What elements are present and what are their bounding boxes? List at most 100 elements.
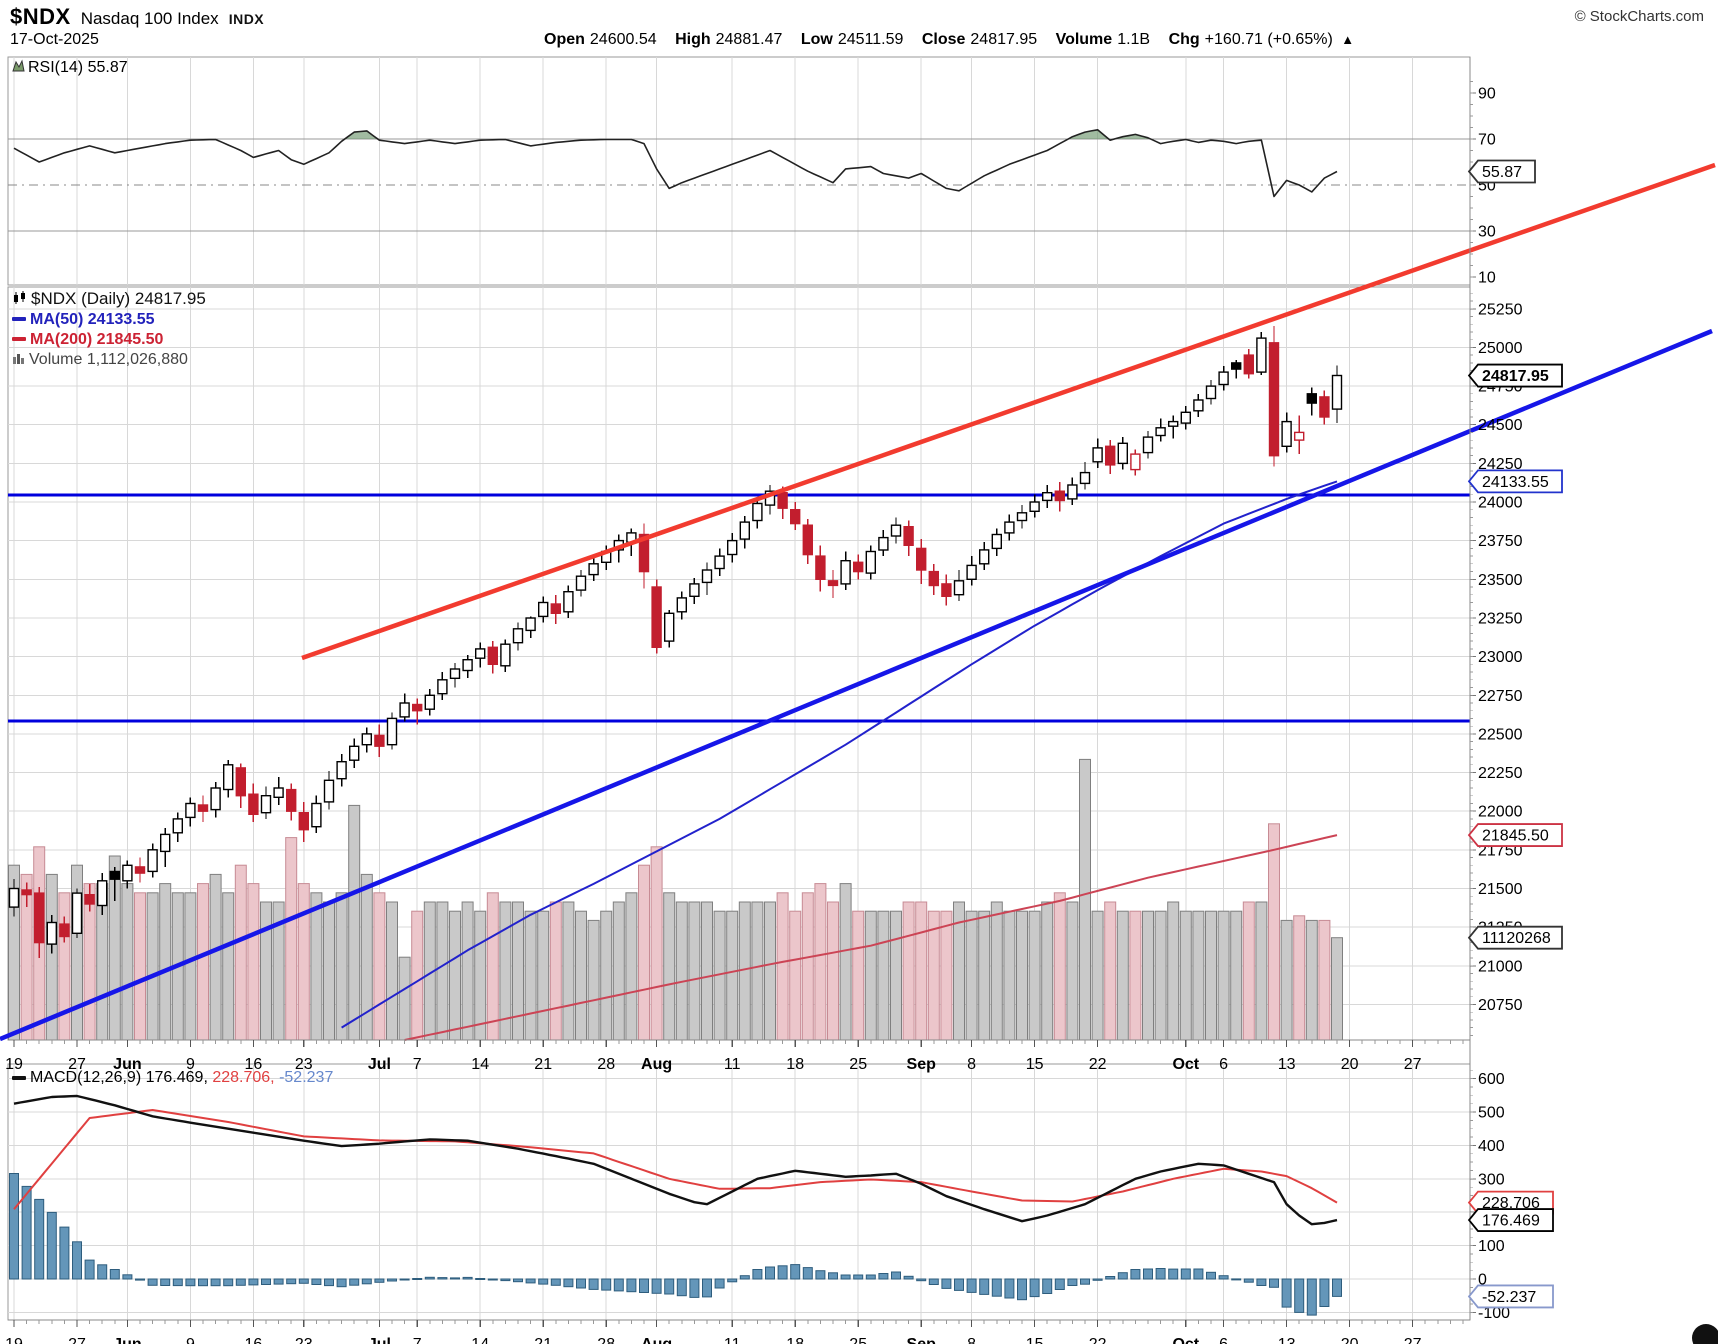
svg-text:21000: 21000 — [1478, 958, 1523, 975]
exchange-label: INDX — [228, 11, 265, 27]
macd-signal-line — [13, 1109, 1338, 1210]
close-value: 24817.95 — [970, 31, 1038, 48]
up-arrow-icon: ▲ — [1341, 32, 1355, 47]
svg-text:Jul: Jul — [368, 1336, 391, 1344]
stockcharts-credit: © StockCharts.com — [1574, 8, 1704, 25]
price-legend-title-row: $NDX (Daily) 24817.95 — [12, 289, 206, 310]
svg-text:Oct: Oct — [1172, 1056, 1199, 1073]
svg-text:24817.95: 24817.95 — [1482, 368, 1549, 385]
svg-text:19: 19 — [5, 1056, 23, 1073]
svg-text:100: 100 — [1478, 1238, 1505, 1255]
svg-text:-52.237: -52.237 — [1482, 1289, 1536, 1306]
low-label: Low — [800, 31, 833, 48]
svg-text:Jun: Jun — [113, 1056, 141, 1073]
chart-date: 17-Oct-2025 — [10, 31, 99, 48]
svg-text:21500: 21500 — [1478, 881, 1523, 898]
svg-text:15: 15 — [1026, 1336, 1044, 1344]
svg-text:25: 25 — [849, 1056, 867, 1073]
svg-text:300: 300 — [1478, 1171, 1505, 1188]
low-value: 24511.59 — [837, 31, 904, 48]
index-name: Nasdaq 100 Index — [80, 9, 219, 28]
chg-value: +160.71 (+0.65%) — [1204, 31, 1333, 48]
ma200-legend-label: MA(200) 21845.50 — [30, 330, 164, 348]
ma50-legend-row: MA(50) 24133.55 — [12, 310, 206, 330]
close-label: Close — [921, 31, 966, 48]
macd-legend: MACD(12,26,9) 176.469, 228.706, -52.237 — [12, 1068, 333, 1088]
chart-header: $NDX Nasdaq 100 Index INDX — [10, 4, 264, 30]
svg-text:16: 16 — [245, 1336, 263, 1344]
grid-layer — [7, 56, 1471, 1321]
svg-text:23: 23 — [295, 1056, 313, 1073]
rsi-area-icon — [12, 58, 25, 78]
svg-text:14: 14 — [471, 1056, 489, 1073]
price-legend-title: $NDX (Daily) 24817.95 — [31, 289, 206, 308]
svg-text:16: 16 — [245, 1056, 263, 1073]
svg-text:23750: 23750 — [1478, 533, 1523, 550]
ma200-line-icon — [12, 337, 26, 342]
svg-text:25: 25 — [849, 1336, 867, 1344]
svg-text:15: 15 — [1026, 1056, 1044, 1073]
svg-text:24133.55: 24133.55 — [1482, 474, 1549, 491]
svg-text:24500: 24500 — [1478, 417, 1523, 434]
svg-text:-100: -100 — [1478, 1305, 1510, 1322]
open-value: 24600.54 — [589, 31, 657, 48]
chg-label: Chg — [1168, 31, 1200, 48]
ma50-line — [341, 480, 1338, 1029]
svg-text:18: 18 — [786, 1056, 804, 1073]
ma50-legend-label: MA(50) 24133.55 — [30, 310, 155, 328]
svg-text:8: 8 — [967, 1056, 976, 1073]
svg-text:6: 6 — [1219, 1336, 1228, 1344]
macd-value: 176.469, — [145, 1069, 208, 1086]
horizontal-annotation-lines — [8, 493, 1470, 723]
macd-signal-value: 228.706, — [212, 1069, 275, 1086]
candlestick-icon — [12, 290, 28, 310]
svg-text:18: 18 — [786, 1336, 804, 1344]
svg-text:Sep: Sep — [907, 1056, 937, 1073]
trendline-annotations — [0, 162, 1716, 1042]
svg-text:21845.50: 21845.50 — [1482, 828, 1549, 845]
svg-text:Aug: Aug — [641, 1056, 672, 1073]
svg-text:13: 13 — [1278, 1336, 1296, 1344]
high-value: 24881.47 — [715, 31, 783, 48]
svg-text:30: 30 — [1478, 224, 1496, 241]
svg-text:176.469: 176.469 — [1482, 1213, 1540, 1230]
svg-text:8: 8 — [967, 1336, 976, 1344]
svg-text:13: 13 — [1278, 1056, 1296, 1073]
svg-text:22: 22 — [1089, 1056, 1107, 1073]
svg-text:55.87: 55.87 — [1482, 164, 1522, 181]
ticker-symbol: $NDX — [10, 4, 71, 29]
svg-text:20750: 20750 — [1478, 997, 1523, 1014]
svg-text:27: 27 — [1404, 1056, 1422, 1073]
svg-text:22750: 22750 — [1478, 688, 1523, 705]
svg-text:27: 27 — [68, 1056, 86, 1073]
axis-layer: 19 27 Jun 9 16 23 Jul 7 14 21 28 Aug 11 18 25 Sep 8 15 22 O… — [5, 57, 1523, 1344]
svg-text:Aug: Aug — [641, 1336, 672, 1344]
volume-bars — [8, 758, 1343, 1041]
svg-text:Jul: Jul — [368, 1056, 391, 1073]
svg-text:21: 21 — [534, 1056, 552, 1073]
svg-text:22500: 22500 — [1478, 726, 1523, 743]
rsi-layer — [13, 129, 1338, 198]
candles-layer — [8, 325, 1343, 959]
ma50-line-icon — [12, 317, 26, 322]
svg-text:27: 27 — [1404, 1336, 1422, 1344]
svg-text:7: 7 — [413, 1056, 422, 1073]
svg-text:23250: 23250 — [1478, 610, 1523, 627]
svg-text:14: 14 — [471, 1336, 489, 1344]
high-label: High — [675, 31, 711, 48]
volume-legend-row: Volume 1,112,026,880 — [12, 350, 206, 370]
svg-text:23: 23 — [295, 1336, 313, 1344]
svg-text:23500: 23500 — [1478, 572, 1523, 589]
svg-text:20: 20 — [1341, 1336, 1359, 1344]
svg-text:22250: 22250 — [1478, 765, 1523, 782]
svg-text:28: 28 — [597, 1056, 615, 1073]
rsi-legend: RSI(14) 55.87 — [12, 58, 128, 78]
svg-text:6: 6 — [1219, 1056, 1228, 1073]
volume-bars-icon — [12, 350, 26, 370]
volume-label: Volume — [1055, 31, 1113, 48]
svg-text:228.706: 228.706 — [1482, 1195, 1540, 1212]
svg-text:25000: 25000 — [1478, 340, 1523, 357]
svg-text:10: 10 — [1478, 270, 1496, 287]
rsi-panel — [7, 56, 1471, 286]
